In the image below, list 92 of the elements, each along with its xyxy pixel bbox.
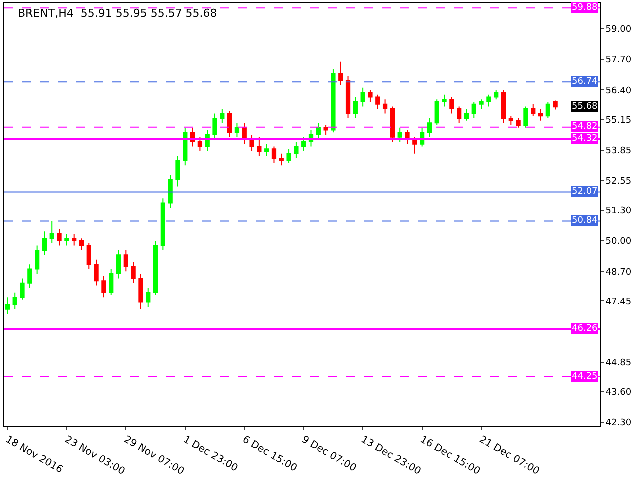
y-tick-label: 42.30 (606, 418, 632, 429)
candlestick (116, 250, 122, 280)
candlestick (434, 99, 440, 126)
candlestick (138, 274, 144, 310)
candlestick (331, 68, 336, 134)
candlestick (5, 297, 10, 315)
candlestick (382, 99, 388, 114)
candlestick (353, 96, 358, 119)
candlestick (464, 108, 470, 122)
candlestick (109, 268, 114, 296)
candlestick (302, 136, 306, 152)
candlestick (183, 127, 188, 166)
candlestick (398, 127, 402, 143)
y-tick-label: 55.15 (606, 116, 632, 126)
candlestick (294, 142, 299, 160)
candlestick (524, 106, 528, 128)
candlestick (257, 136, 262, 157)
candlestick (228, 110, 232, 138)
ref-line-label: 54.32 (572, 134, 598, 144)
candlestick (28, 264, 32, 289)
candlestick (160, 198, 166, 251)
candlestick (153, 240, 158, 296)
candlestick (360, 87, 366, 108)
candlestick (442, 94, 447, 108)
candlestick (212, 113, 218, 140)
candlestick (220, 108, 225, 124)
chart-title: BRENT,H4 55.91 55.95 55.57 55.68 (18, 7, 218, 20)
candlestick (250, 134, 254, 152)
y-tick-label: 50.00 (606, 237, 632, 248)
candlestick (376, 94, 380, 110)
candlestick (450, 96, 454, 114)
y-tick-label: 57.70 (606, 56, 632, 66)
y-tick-label: 59.00 (606, 25, 632, 36)
candlestick (324, 125, 328, 136)
candlestick (279, 153, 284, 166)
y-tick-label: 47.45 (606, 297, 632, 308)
candlestick (546, 101, 550, 119)
candlestick (368, 90, 373, 102)
candlestick (35, 245, 40, 274)
candlestick (57, 228, 62, 246)
candlestick (457, 106, 462, 124)
y-tick-label: 44.85 (606, 358, 632, 369)
candlestick (272, 146, 277, 164)
candlestick (531, 104, 536, 117)
candlestick (338, 61, 344, 86)
y-tick-label: 56.40 (606, 86, 632, 96)
y-tick-label: 53.85 (606, 146, 632, 156)
candlestick (146, 288, 151, 308)
candlestick (198, 136, 203, 152)
candlestick (316, 122, 321, 140)
candlestick (479, 99, 484, 110)
text: 55.68 (572, 102, 598, 112)
y-tick-label: 52.55 (606, 177, 632, 188)
candlestick (20, 278, 25, 300)
ref-line-label: 46.26 (572, 324, 598, 334)
candlestick (94, 259, 99, 286)
y-tick-label: 48.70 (606, 268, 632, 278)
candlestick (86, 242, 92, 270)
candlestick (234, 122, 240, 138)
candlestick (501, 90, 506, 124)
y-tick-label: 43.60 (606, 388, 632, 398)
candlestick (131, 262, 136, 284)
candlestick (553, 100, 558, 110)
candlestick (412, 136, 418, 154)
candlestick (168, 174, 173, 209)
ref-line-label: 56.74 (572, 77, 598, 87)
candlestick (390, 106, 396, 143)
candlestick (508, 116, 514, 126)
candlestick (286, 148, 292, 164)
candlestick (79, 238, 84, 251)
candlestick (64, 233, 70, 246)
candlestick (42, 231, 48, 256)
ref-line-label: 52.07 (572, 187, 598, 197)
candlestick (516, 118, 521, 128)
ref-line-label: 54.82 (572, 122, 598, 132)
candlestick (102, 276, 106, 298)
y-tick-label: 51.30 (606, 206, 632, 217)
ref-line-label: 50.84 (572, 216, 598, 226)
candlestick (486, 94, 492, 108)
candlestick (50, 220, 54, 244)
candlestick (72, 233, 77, 246)
candlestick (346, 76, 351, 119)
candlestick (427, 118, 432, 138)
ref-line-label: 44.25 (572, 372, 598, 382)
candlestick (494, 90, 499, 100)
candlestick (176, 156, 180, 188)
candlestick (12, 292, 18, 310)
candlestick (472, 101, 476, 119)
candlestick (538, 108, 544, 122)
candlestick (124, 250, 128, 272)
candlestick (264, 144, 270, 157)
ref-line-label: 59.88 (572, 3, 598, 13)
